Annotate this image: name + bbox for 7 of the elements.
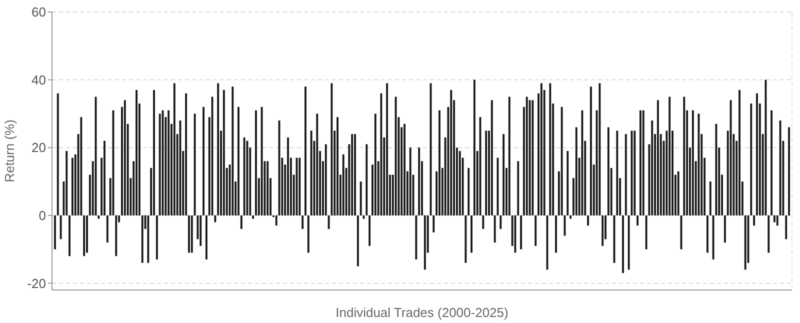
y-tick-label: 20 — [32, 140, 46, 156]
y-axis-title: Return (%) — [2, 120, 17, 182]
y-tick-label: 60 — [32, 4, 46, 20]
x-axis-title: Individual Trades (2000-2025) — [336, 305, 508, 320]
y-tick-label: 0 — [38, 208, 46, 223]
y-tick-label: 40 — [32, 72, 46, 88]
y-tick-label: -20 — [27, 276, 46, 291]
